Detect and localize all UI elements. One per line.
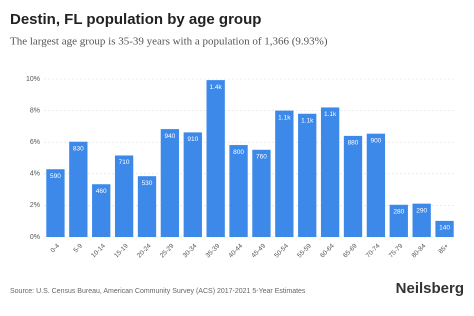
bar-label: 760 <box>256 154 267 161</box>
x-tick-label: 45-49 <box>250 242 267 259</box>
x-tick-label: 70-74 <box>365 242 382 259</box>
y-tick-label: 8% <box>30 107 40 114</box>
bar <box>92 184 111 237</box>
x-tick-label: 10-14 <box>90 242 107 259</box>
bar <box>69 141 88 237</box>
bar <box>320 107 340 237</box>
bar-label: 1.4k <box>210 84 223 91</box>
x-tick-label: 65-69 <box>342 242 359 259</box>
x-tick-label: 80-84 <box>411 242 428 259</box>
bar-label: 910 <box>187 136 198 143</box>
bar-label: 530 <box>142 180 153 187</box>
bar <box>252 149 271 237</box>
y-tick-label: 4% <box>30 171 40 178</box>
bar-label: 710 <box>119 159 130 166</box>
x-tick-label: 55-59 <box>296 242 313 259</box>
bar-label: 460 <box>96 188 107 195</box>
bar-label: 830 <box>73 145 84 152</box>
y-tick-label: 10% <box>26 76 40 83</box>
x-tick-label: 0-4 <box>49 242 61 254</box>
source-note: Source: U.S. Census Bureau, American Com… <box>10 288 306 295</box>
x-tick-label: 5-9 <box>72 242 84 254</box>
x-tick-label: 25-29 <box>159 242 176 259</box>
y-tick-label: 6% <box>30 139 40 146</box>
bar-label: 900 <box>370 137 381 144</box>
bar-label: 1.1k <box>301 117 314 124</box>
bar <box>160 129 180 237</box>
chart-title: Destin, FL population by age group <box>10 11 261 28</box>
bar <box>114 155 134 237</box>
bar <box>206 80 225 237</box>
bar-label: 800 <box>233 149 244 156</box>
x-tick-label: 20-24 <box>136 242 153 259</box>
x-tick-label: 40-44 <box>227 242 244 259</box>
x-tick-label: 15-19 <box>113 242 130 259</box>
bar <box>298 113 317 237</box>
bar-label: 140 <box>439 225 450 232</box>
x-tick-label: 60-64 <box>319 242 336 259</box>
y-tick-label: 0% <box>30 234 40 241</box>
bar-label: 940 <box>164 133 175 140</box>
x-tick-label: 75-79 <box>388 242 405 259</box>
brand-logo: Neilsberg <box>396 280 464 297</box>
bar <box>412 203 431 237</box>
x-tick-label: 30-34 <box>182 242 199 259</box>
bar-label: 590 <box>50 173 61 180</box>
bar <box>366 133 386 237</box>
bar <box>389 204 408 237</box>
y-tick-label: 2% <box>30 202 40 209</box>
x-tick-label: 85+ <box>437 243 450 256</box>
bar-label: 290 <box>416 207 427 214</box>
bar <box>435 220 454 237</box>
bar <box>343 135 363 237</box>
bar-label: 880 <box>348 140 359 147</box>
x-tick-label: 35-39 <box>205 242 222 259</box>
bar <box>275 110 294 237</box>
x-tick-label: 50-54 <box>273 242 290 259</box>
bar-label: 280 <box>393 208 404 215</box>
bar-label: 1.1k <box>278 114 291 121</box>
bar <box>183 132 202 237</box>
bar <box>137 176 157 237</box>
bar <box>229 145 248 237</box>
bar <box>46 169 65 237</box>
bar-label: 1.1k <box>324 111 337 118</box>
chart-subtitle: The largest age group is 35-39 years wit… <box>10 36 328 48</box>
